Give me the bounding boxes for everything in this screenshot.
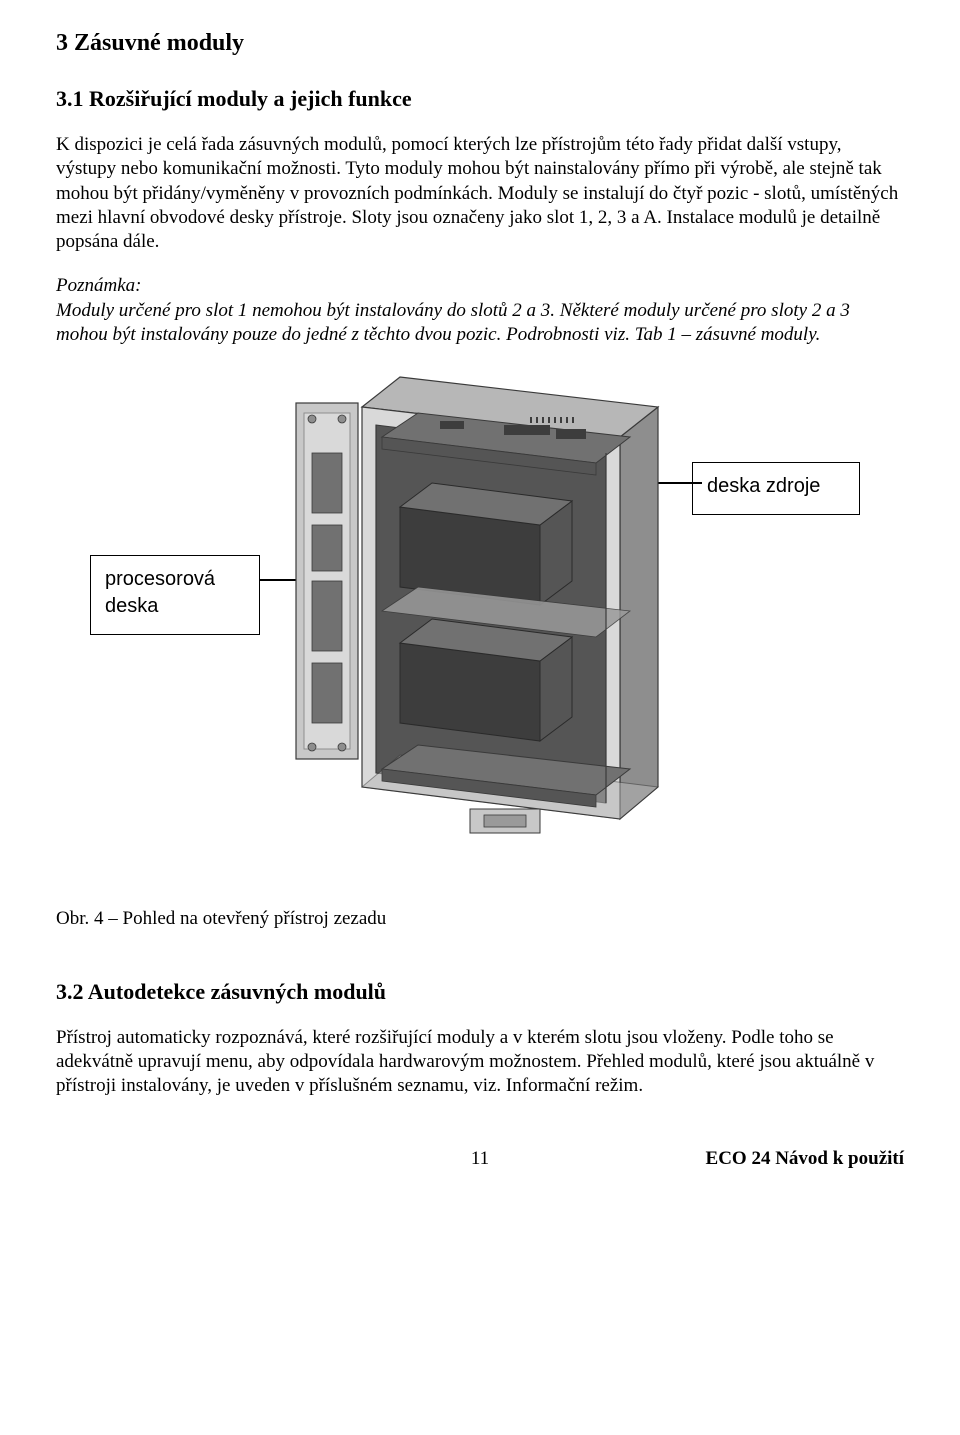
paragraph-3-2-1: Přístroj automaticky rozpoznává, které r… xyxy=(56,1026,904,1099)
doc-title-footer: ECO 24 Návod k použití xyxy=(621,1147,904,1171)
device-svg xyxy=(290,367,690,847)
subsection-3-2-title: 3.2 Autodetekce zásuvných modulů xyxy=(56,978,904,1006)
figure-4: procesorová deska deska zdroje xyxy=(56,367,904,867)
page-footer: 11 ECO 24 Návod k použití xyxy=(56,1147,904,1171)
note-block: Poznámka: Moduly určené pro slot 1 nemoh… xyxy=(56,274,904,347)
note-label: Poznámka: xyxy=(56,274,904,298)
subsection-3-1-title: 3.1 Rozšiřující moduly a jejich funkce xyxy=(56,85,904,113)
section-title: 3 Zásuvné moduly xyxy=(56,28,904,59)
note-body: Moduly určené pro slot 1 nemohou být ins… xyxy=(56,299,904,348)
paragraph-3-1-1: K dispozici je celá řada zásuvných modul… xyxy=(56,133,904,255)
figure-label-right: deska zdroje xyxy=(692,462,860,515)
figure-4-caption: Obr. 4 – Pohled na otevřený přístroj zez… xyxy=(56,907,904,931)
figure-label-left-line1: procesorová xyxy=(105,566,245,593)
device-illustration xyxy=(290,367,690,847)
figure-label-right-text: deska zdroje xyxy=(707,475,820,497)
figure-label-left: procesorová deska xyxy=(90,555,260,635)
figure-label-left-line2: deska xyxy=(105,593,245,620)
page-number: 11 xyxy=(339,1147,622,1171)
